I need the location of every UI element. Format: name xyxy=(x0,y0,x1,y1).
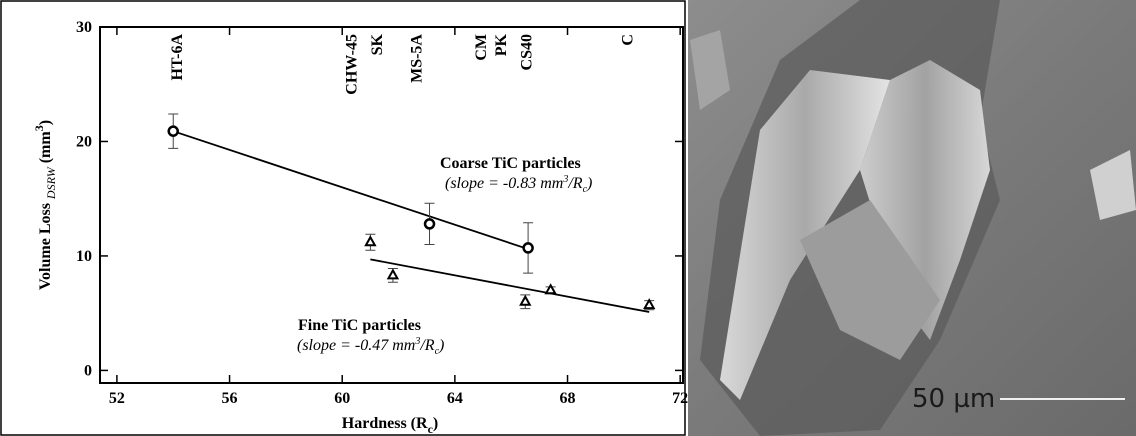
slope-label: (slope = -0.83 mm3/Rc) xyxy=(445,174,592,195)
alloy-label: C xyxy=(620,34,637,46)
x-tick-label: 56 xyxy=(222,390,238,407)
y-tick-label: 0 xyxy=(84,362,92,379)
slope-label-part: ) xyxy=(438,337,444,354)
data-point xyxy=(524,243,533,252)
slope-label-part: /R xyxy=(419,337,434,354)
micrograph: 50 µm xyxy=(688,0,1136,436)
x-tick-label: 68 xyxy=(560,390,576,407)
x-tick-label: 52 xyxy=(109,390,125,407)
alloy-label: HT-6A xyxy=(169,34,186,81)
alloy-label: SK xyxy=(369,33,386,55)
x-axis-label-part: ) xyxy=(433,415,438,432)
y-axis-label-part: (mm xyxy=(37,131,54,168)
y-axis-label-part: DSRW xyxy=(44,166,58,200)
series-label: Fine TiC particles xyxy=(298,317,421,334)
slope-label-part: ) xyxy=(586,175,592,192)
y-tick-label: 20 xyxy=(76,133,92,150)
alloy-label: PK xyxy=(493,33,510,56)
y-axis-label-part: ) xyxy=(37,120,54,125)
data-point xyxy=(425,219,434,228)
x-tick-label: 72 xyxy=(672,390,688,407)
x-axis-label-part: Hardness (R xyxy=(342,415,428,432)
slope-label-part: /R xyxy=(567,175,582,192)
alloy-label: CM xyxy=(473,34,490,61)
alloy-label: CS40 xyxy=(518,34,535,70)
alloy-label: CHW-45 xyxy=(344,34,361,95)
x-tick-label: 60 xyxy=(334,390,350,407)
slope-label: (slope = -0.47 mm3/Rc) xyxy=(297,336,444,357)
y-axis-label-part: Volume Loss xyxy=(37,199,54,290)
y-tick-label: 30 xyxy=(76,19,92,36)
slope-label-part: (slope = -0.83 mm xyxy=(445,175,563,192)
y-tick-label: 10 xyxy=(76,248,92,265)
scale-bar-label: 50 µm xyxy=(912,384,995,414)
series-label: Coarse TiC particles xyxy=(440,155,581,172)
figure: 50 µm 5256606468720102030Hardness (Rc)Vo… xyxy=(0,0,1136,436)
alloy-label: MS-5A xyxy=(408,34,425,83)
x-tick-label: 64 xyxy=(447,390,463,407)
data-point xyxy=(169,127,178,136)
slope-label-part: (slope = -0.47 mm xyxy=(297,337,415,354)
